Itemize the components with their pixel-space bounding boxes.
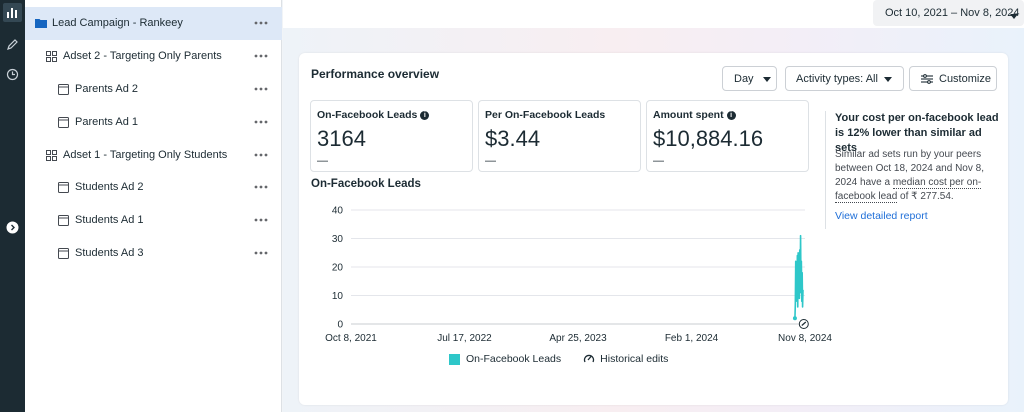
performance-overview-card: Performance overview Day Activity types:… [299, 53, 1008, 405]
customize-label: Customize [939, 72, 991, 85]
tree-item-label: Students Ad 1 [75, 214, 144, 226]
left-rail [0, 0, 25, 412]
metric-value: $10,884.16 [653, 126, 764, 151]
x-tick-label: Apr 25, 2023 [549, 333, 607, 344]
more-options-icon[interactable] [253, 214, 269, 226]
y-tick-label: 0 [337, 320, 343, 331]
day-dropdown[interactable]: Day [722, 66, 777, 91]
activity-types-dropdown[interactable]: Activity types: All [785, 66, 904, 91]
metric-tile-amount-spent[interactable]: Amount spent i $10,884.16 — [646, 100, 809, 172]
data-point [792, 316, 797, 321]
more-options-icon[interactable] [253, 116, 269, 128]
ad-icon [58, 215, 69, 226]
tree-item-label: Students Ad 3 [75, 247, 144, 259]
tree-item-label: Parents Ad 1 [75, 116, 138, 128]
tree-item-label: Students Ad 2 [75, 181, 144, 193]
card-title: Performance overview [311, 67, 440, 81]
legend-swatch [449, 353, 460, 365]
view-detailed-report-link[interactable]: View detailed report [835, 210, 928, 222]
grid-icon [46, 150, 57, 161]
folder-icon [35, 18, 47, 28]
tree-item-label: Adset 1 - Targeting Only Students [63, 149, 228, 161]
insight-title: Your cost per on-facebook lead is 12% lo… [835, 112, 999, 154]
leads-line-chart: 0 10 20 30 40 Oct 8, 2021 Jul 17, 2022 Apr 25,… [325, 206, 832, 345]
metric-tile-cost-per-lead[interactable]: Per On-Facebook Leads $3.44 — [478, 100, 641, 172]
date-range-label: Oct 10, 2021 – Nov 8, 2024 [885, 7, 1020, 19]
tree-item-ad[interactable]: Parents Ad 2 [25, 73, 282, 106]
ad-icon [58, 84, 69, 95]
campaign-tree: Lead Campaign - Rankeey Adset 2 - Target… [25, 0, 282, 412]
bar-chart-icon[interactable] [3, 3, 22, 22]
tree-item-ad[interactable]: Students Ad 1 [25, 204, 282, 237]
tree-item-campaign[interactable]: Lead Campaign - Rankeey [25, 7, 282, 40]
metric-tile-leads[interactable]: On-Facebook Leads i 3164 — [310, 100, 473, 172]
metric-label: On-Facebook Leads i [317, 109, 430, 121]
tree-item-ad[interactable]: Students Ad 3 [25, 237, 282, 270]
metric-delta: — [653, 155, 664, 167]
more-options-icon[interactable] [253, 149, 269, 161]
y-tick-label: 10 [332, 291, 344, 302]
insight-panel: Your cost per on-facebook lead is 12% lo… [825, 111, 1001, 229]
tree-item-adset[interactable]: Adset 1 - Targeting Only Students [25, 139, 282, 172]
caret-down-icon [762, 73, 771, 85]
chart-title: On-Facebook Leads [311, 178, 421, 190]
y-tick-label: 30 [332, 234, 344, 245]
grid-icon [46, 51, 57, 62]
tree-item-ad[interactable]: Students Ad 2 [25, 171, 282, 204]
customize-button[interactable]: Customize [909, 66, 997, 91]
x-tick-label: Feb 1, 2024 [665, 333, 719, 344]
chevron-right-circle-icon[interactable] [3, 218, 22, 237]
series-line [794, 234, 804, 319]
day-label: Day [734, 72, 754, 85]
x-tick-label: Nov 8, 2024 [778, 333, 832, 344]
caret-down-icon [1010, 10, 1018, 22]
ad-icon [58, 182, 69, 193]
chart-legend: On-Facebook Leads Historical edits [449, 353, 668, 365]
metric-label: Per On-Facebook Leads [485, 109, 606, 121]
tree-item-adset[interactable]: Adset 2 - Targeting Only Parents [25, 40, 282, 73]
historical-edit-icon [583, 353, 595, 365]
tree-item-ad[interactable]: Parents Ad 1 [25, 106, 282, 139]
tree-item-label: Adset 2 - Targeting Only Parents [63, 50, 222, 62]
more-options-icon[interactable] [253, 17, 269, 29]
more-options-icon[interactable] [253, 83, 269, 95]
metric-delta: — [317, 155, 328, 167]
more-options-icon[interactable] [253, 50, 269, 62]
legend-series-label[interactable]: On-Facebook Leads [466, 353, 562, 365]
x-tick-label: Jul 17, 2022 [437, 333, 492, 344]
metric-delta: — [485, 155, 496, 167]
x-tick-label: Oct 8, 2021 [325, 333, 377, 344]
metric-value: $3.44 [485, 126, 541, 151]
tree-item-label: Parents Ad 2 [75, 83, 138, 95]
ad-icon [58, 248, 69, 259]
activity-types-label: Activity types: All [796, 72, 878, 85]
metric-value: 3164 [317, 126, 366, 151]
more-options-icon[interactable] [253, 247, 269, 259]
metric-label: Amount spent i [653, 109, 736, 121]
info-icon[interactable]: i [420, 110, 430, 120]
date-range-picker[interactable]: Oct 10, 2021 – Nov 8, 2024 [873, 0, 1024, 26]
clock-icon[interactable] [3, 65, 22, 84]
tree-item-label: Lead Campaign - Rankeey [52, 17, 183, 29]
insight-body: Similar ad sets run by your peers betwee… [835, 149, 984, 203]
ad-icon [58, 117, 69, 128]
y-tick-label: 40 [332, 206, 344, 217]
customize-icon [921, 73, 933, 84]
more-options-icon[interactable] [253, 181, 269, 193]
insight-body-link[interactable]: median cost per on-facebook lead [835, 177, 982, 203]
pencil-icon[interactable] [3, 35, 22, 54]
y-tick-label: 20 [332, 263, 344, 274]
info-icon[interactable]: i [726, 110, 736, 120]
historical-edit-marker-needle [801, 321, 807, 326]
caret-down-icon [883, 73, 892, 85]
legend-edits-label[interactable]: Historical edits [600, 353, 669, 365]
